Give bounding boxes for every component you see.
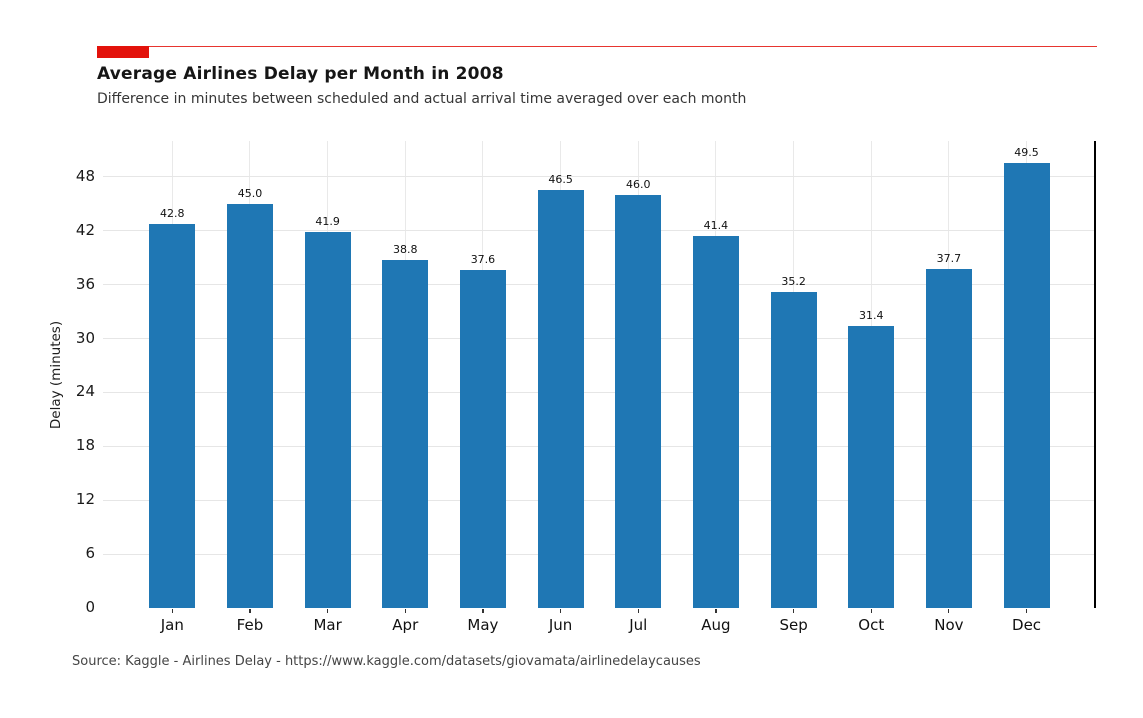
x-tick-mark — [482, 609, 484, 613]
right-axis-spine — [1094, 141, 1096, 608]
x-tick-label: Dec — [1012, 616, 1042, 634]
y-tick-label: 42 — [75, 220, 95, 239]
x-tick-label: Jul — [629, 616, 648, 634]
page-title: Average Airlines Delay per Month in 2008 — [97, 64, 504, 84]
bar-feb — [226, 203, 273, 608]
y-tick-label: 6 — [85, 544, 95, 563]
y-tick-label: 36 — [75, 274, 95, 293]
x-tick-mark — [560, 609, 562, 613]
bar-value-label: 41.9 — [315, 214, 340, 228]
x-tick-label: Sep — [779, 616, 808, 634]
gridline-horizontal — [103, 284, 1095, 286]
bar-value-label: 38.8 — [393, 242, 418, 256]
bar-may — [459, 270, 506, 608]
gridline-horizontal — [103, 553, 1095, 555]
bar-value-label: 37.7 — [936, 252, 962, 266]
y-tick-label: 48 — [75, 166, 95, 185]
page-subtitle: Difference in minutes between scheduled … — [97, 91, 747, 107]
bar-value-label: 31.4 — [858, 309, 884, 323]
x-tick-label: Jun — [548, 616, 573, 634]
bar-value-label: 46.5 — [548, 173, 573, 187]
gridline-horizontal — [103, 176, 1095, 178]
x-tick-label: Oct — [858, 616, 885, 634]
x-tick-label: Mar — [313, 616, 342, 634]
source-caption: Source: Kaggle - Airlines Delay - https:… — [72, 654, 701, 669]
x-tick-label: Feb — [236, 616, 264, 634]
x-tick-mark — [637, 609, 639, 613]
bar-value-label: 41.4 — [703, 219, 729, 233]
bar-nov — [925, 269, 972, 608]
bar-value-label: 46.0 — [626, 177, 651, 191]
bar-mar — [304, 231, 351, 608]
bar-jun — [537, 190, 584, 608]
gridline-horizontal — [103, 338, 1095, 340]
bar-value-label: 35.2 — [781, 274, 806, 288]
y-tick-label: 12 — [75, 490, 95, 509]
bar-aug — [692, 236, 739, 608]
y-tick-label: 30 — [75, 328, 95, 347]
gridline-horizontal — [103, 391, 1095, 393]
x-tick-mark — [249, 609, 251, 613]
x-tick-mark — [404, 609, 406, 613]
gridline-horizontal — [103, 499, 1095, 501]
bar-apr — [382, 259, 429, 608]
y-tick-label: 0 — [85, 598, 95, 616]
y-tick-label: 24 — [75, 382, 95, 401]
gridline-horizontal — [103, 230, 1095, 232]
x-tick-mark — [327, 609, 329, 613]
x-tick-mark — [870, 609, 872, 613]
x-tick-mark — [948, 609, 950, 613]
x-tick-mark — [1025, 609, 1028, 613]
accent-red-block — [97, 46, 149, 58]
x-tick-mark — [715, 609, 717, 613]
bar-jan — [149, 223, 196, 608]
x-tick-label: May — [467, 616, 499, 634]
bar-jul — [615, 194, 662, 608]
x-tick-label: Aug — [701, 616, 731, 634]
plot-area: Delay (minutes) 0 6 12 18 24 30 36 42 48 42.8 Jan 4… — [48, 141, 1096, 634]
bar-sep — [770, 291, 817, 608]
x-tick-label: Jan — [160, 616, 184, 634]
bar-value-label: 42.8 — [160, 206, 185, 220]
x-tick-label: Nov — [934, 616, 964, 634]
bar-value-label: 49.5 — [1014, 146, 1039, 160]
bar-oct — [848, 326, 895, 608]
x-tick-mark — [792, 609, 795, 613]
gridline-horizontal — [103, 445, 1095, 447]
bar-value-label: 45.0 — [237, 186, 263, 200]
accent-rule-line — [97, 46, 1097, 48]
y-tick-label: 18 — [75, 436, 95, 455]
x-tick-label: Apr — [392, 616, 419, 634]
x-tick-mark — [171, 609, 173, 613]
bar-dec — [1003, 163, 1050, 608]
bar-value-label: 37.6 — [470, 253, 496, 267]
